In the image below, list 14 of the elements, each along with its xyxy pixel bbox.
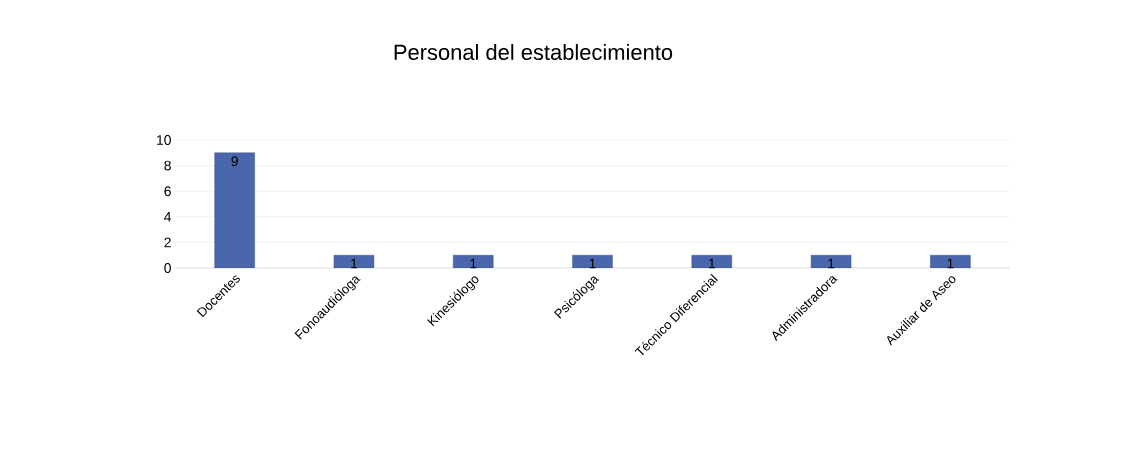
y-tick-label: 4 — [164, 211, 172, 222]
chart-title: Personal del establecimiento — [394, 43, 673, 61]
y-tick-label: 10 — [157, 135, 171, 145]
data-label: 1 — [708, 258, 715, 269]
y-tick-label: 8 — [164, 160, 171, 171]
y-tick-label: 2 — [164, 237, 171, 248]
y-tick-label: 6 — [164, 186, 171, 197]
data-label: 1 — [589, 258, 596, 269]
y-tick-label: 0 — [164, 263, 171, 273]
data-label: 1 — [947, 258, 954, 269]
data-label: 9 — [231, 156, 238, 167]
data-label: 1 — [351, 258, 358, 269]
data-label: 1 — [828, 258, 835, 269]
data-label: 1 — [470, 258, 477, 269]
